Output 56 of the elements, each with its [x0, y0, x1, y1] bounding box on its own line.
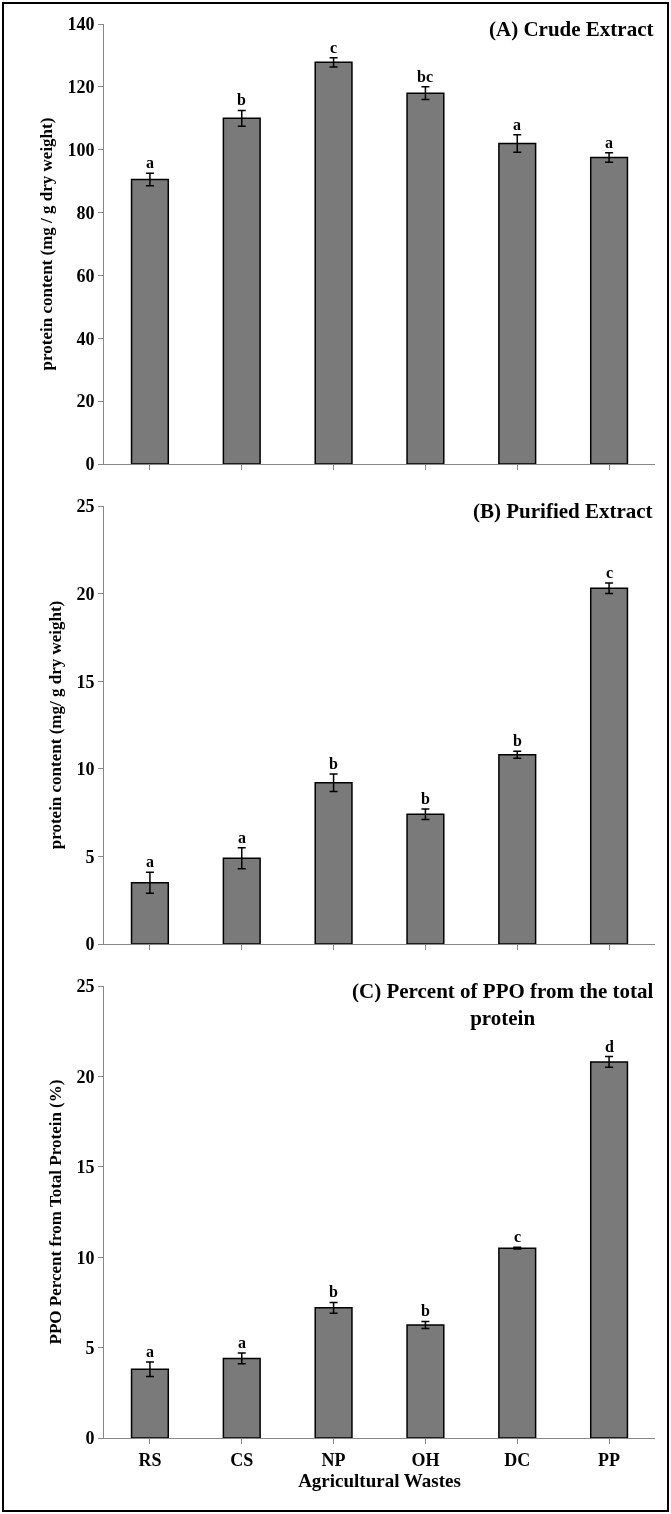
chart-title: (C) Percent of PPO from the total protein — [352, 979, 654, 1031]
annotation: bc — [417, 68, 433, 85]
annotation: b — [329, 1283, 338, 1300]
annotation: a — [238, 1334, 246, 1351]
annotation: a — [146, 154, 154, 171]
y-tick-label: 120 — [67, 77, 95, 98]
x-tick-label: OH — [411, 1449, 440, 1470]
annotation: c — [606, 564, 614, 581]
bar — [589, 156, 629, 464]
y-tick-label: 20 — [76, 1066, 95, 1087]
chart-title: (B) Purified Extract — [473, 499, 653, 523]
y-tick-label: 80 — [76, 202, 95, 223]
y-tick-label: 5 — [85, 1337, 95, 1358]
annotation: b — [237, 91, 246, 108]
x-tick-label: DC — [504, 1449, 531, 1470]
x-tick-label: CS — [230, 1449, 254, 1470]
y-tick-label: 100 — [67, 140, 95, 161]
y-tick-label: 40 — [76, 328, 95, 349]
bar — [314, 61, 353, 464]
x-tick-label: RS — [138, 1449, 162, 1470]
annotation: c — [514, 1228, 522, 1245]
y-axis-title: protein content (mg / g dry weight) — [36, 117, 56, 371]
y-tick-label: 20 — [76, 391, 95, 412]
annotation: b — [421, 1302, 430, 1319]
y-tick-label: 25 — [76, 976, 95, 997]
y-tick-label: 0 — [85, 454, 95, 475]
x-axis-title: Agricultural Wastes — [298, 1469, 461, 1491]
y-tick-label: 5 — [85, 846, 95, 867]
annotation: c — [330, 39, 338, 56]
y-tick-label: 140 — [67, 14, 95, 35]
annotation: a — [146, 1343, 154, 1360]
annotation: a — [513, 116, 521, 133]
bar — [498, 754, 537, 944]
y-tick-label: 15 — [76, 671, 95, 692]
x-tick-label: PP — [598, 1449, 621, 1470]
annotation: b — [329, 755, 338, 772]
annotation: a — [605, 134, 613, 151]
y-tick-label: 25 — [76, 496, 95, 517]
y-tick-label: 15 — [76, 1157, 95, 1178]
annotation: a — [146, 853, 154, 870]
chart-title: (A) Crude Extract — [489, 17, 654, 41]
bar — [406, 1324, 445, 1438]
y-tick-label: 10 — [76, 1247, 95, 1268]
annotation: d — [605, 1038, 614, 1055]
bar — [498, 1247, 537, 1438]
y-tick-label: 20 — [76, 583, 95, 604]
y-tick-label: 10 — [76, 759, 95, 780]
annotation: a — [238, 829, 246, 846]
y-tick-label: 0 — [85, 1428, 95, 1449]
y-tick-label: 0 — [85, 934, 95, 955]
annotation: b — [513, 732, 522, 749]
x-tick-label: NP — [321, 1449, 346, 1470]
annotation: b — [421, 790, 430, 807]
y-tick-label: 60 — [76, 265, 95, 286]
y-axis-title: PPO Percent from Total Protein (%) — [45, 1079, 65, 1345]
y-axis-title: protein content (mg/ g dry weight) — [45, 600, 65, 850]
